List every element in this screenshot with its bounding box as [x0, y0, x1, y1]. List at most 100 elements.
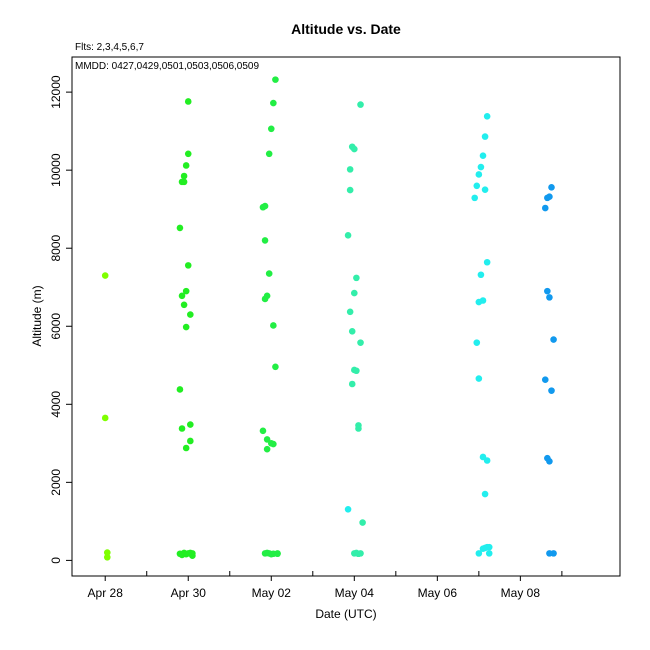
data-point — [180, 301, 188, 309]
data-point — [261, 237, 269, 244]
data-point — [187, 421, 194, 428]
data-point — [265, 150, 273, 158]
data-point — [473, 182, 481, 190]
data-point — [270, 550, 277, 558]
data-point — [485, 550, 493, 557]
data-point — [548, 387, 555, 394]
data-point — [483, 258, 491, 266]
data-point — [176, 224, 184, 232]
data-point — [348, 328, 356, 335]
data-point — [351, 289, 358, 297]
data-point — [353, 367, 360, 375]
data-point — [270, 322, 277, 329]
data-point — [348, 380, 356, 388]
data-point — [346, 166, 354, 173]
data-point — [353, 274, 360, 282]
x-tick-label: May 04 — [335, 586, 375, 600]
data-point — [267, 125, 275, 133]
data-point — [344, 232, 352, 239]
data-point — [357, 550, 364, 557]
series-5 — [541, 184, 557, 557]
data-point — [479, 152, 487, 160]
data-point — [479, 453, 487, 461]
data-point — [265, 270, 273, 277]
series-3 — [344, 101, 366, 558]
data-point — [548, 184, 555, 191]
data-point — [259, 427, 267, 435]
data-point — [475, 171, 483, 178]
data-point — [550, 336, 557, 343]
x-axis: Apr 28 Apr 30 May 02 May 04 May 06 May 08 — [88, 571, 563, 600]
data-point — [477, 163, 485, 171]
data-point — [263, 292, 271, 300]
data-point — [101, 414, 109, 422]
data-point — [346, 186, 354, 194]
y-tick-label: 2000 — [49, 469, 63, 496]
y-tick-label: 4000 — [49, 391, 63, 418]
data-point — [272, 363, 279, 371]
data-point — [272, 76, 279, 83]
y-axis: 0 2000 4000 6000 8000 10000 12000 — [49, 75, 72, 564]
data-point — [477, 271, 485, 279]
y-tick-label: 12000 — [49, 75, 63, 109]
data-point — [101, 272, 109, 279]
data-point — [541, 204, 549, 212]
data-point — [357, 339, 364, 346]
data-point — [182, 323, 190, 331]
data-point — [182, 287, 190, 295]
series-2 — [259, 76, 281, 558]
x-tick-label: May 08 — [501, 586, 541, 600]
data-point — [479, 297, 487, 304]
data-points — [101, 76, 557, 561]
data-point — [103, 553, 111, 561]
data-point — [261, 202, 269, 210]
data-point — [357, 101, 364, 108]
data-point — [184, 550, 192, 557]
data-point — [481, 186, 489, 193]
data-point — [346, 308, 354, 316]
x-tick-label: Apr 28 — [88, 586, 124, 600]
data-point — [481, 133, 489, 140]
y-tick-label: 0 — [49, 557, 63, 564]
data-point — [182, 162, 190, 169]
data-point — [483, 113, 491, 120]
data-point — [261, 550, 269, 557]
data-point — [344, 505, 352, 513]
data-point — [481, 490, 489, 498]
x-axis-label: Date (UTC) — [315, 607, 376, 621]
data-point — [187, 311, 194, 318]
data-point — [178, 425, 186, 432]
data-point — [473, 339, 481, 346]
data-point — [178, 292, 186, 300]
data-point — [263, 445, 271, 453]
data-point — [541, 376, 549, 384]
y-axis-label: Altitude (m) — [30, 285, 44, 346]
data-point — [187, 437, 194, 445]
flights-note: Flts: 2,3,4,5,6,7 — [75, 42, 144, 53]
data-point — [546, 550, 553, 557]
series-4 — [344, 113, 493, 557]
series-1 — [176, 98, 196, 560]
data-point — [180, 178, 188, 186]
plot-frame — [71, 56, 621, 577]
x-tick-label: Apr 30 — [171, 586, 207, 600]
data-point — [475, 375, 483, 382]
series-0 — [101, 272, 111, 561]
y-tick-label: 10000 — [49, 153, 63, 187]
data-point — [544, 287, 551, 295]
data-point — [184, 262, 192, 269]
data-point — [184, 98, 192, 105]
data-point — [263, 436, 271, 443]
data-point — [475, 550, 483, 557]
y-tick-label: 8000 — [49, 235, 63, 262]
data-point — [103, 549, 111, 556]
data-point — [180, 172, 188, 180]
data-point — [182, 444, 190, 452]
x-tick-label: May 02 — [252, 586, 292, 600]
data-point — [176, 550, 184, 558]
dates-note: MMDD: 0427,0429,0501,0503,0506,0509 — [75, 61, 259, 72]
y-tick-label: 6000 — [49, 313, 63, 340]
data-point — [544, 454, 551, 462]
chart-title: Altitude vs. Date — [291, 21, 401, 37]
